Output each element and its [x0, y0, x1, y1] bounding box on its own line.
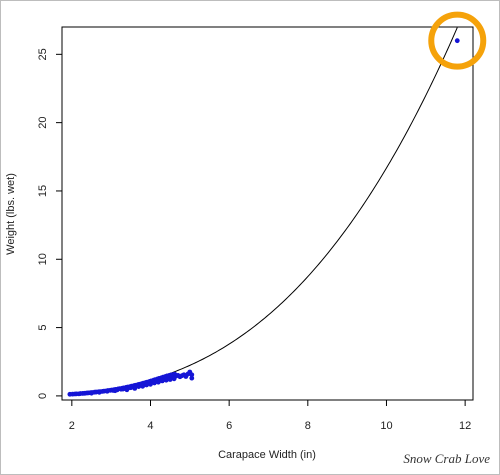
- data-point: [128, 385, 134, 391]
- data-point: [152, 380, 157, 386]
- x-tick-label: 10: [380, 420, 392, 432]
- x-tick-label: 6: [226, 420, 232, 432]
- x-tick-label: 8: [305, 420, 311, 432]
- data-point: [124, 387, 130, 393]
- data-point: [171, 376, 177, 382]
- x-tick-label: 2: [69, 420, 75, 432]
- data-point: [132, 385, 138, 391]
- fit-curve: [67, 27, 458, 395]
- data-point: [163, 377, 169, 383]
- data-point: [89, 390, 94, 396]
- y-tick-label: 10: [37, 253, 49, 265]
- data-point: [120, 386, 126, 392]
- data-point: [144, 382, 149, 388]
- plot-area-border: [61, 26, 474, 401]
- y-tick-label: 15: [37, 185, 49, 197]
- data-point: [140, 383, 146, 389]
- data-point: [136, 384, 142, 390]
- y-axis-title: Weight (lbs. wet): [5, 173, 17, 255]
- watermark-text: Snow Crab Love: [403, 451, 490, 466]
- data-point: [155, 379, 161, 385]
- data-point: [96, 389, 102, 395]
- y-tick-label: 5: [37, 325, 49, 331]
- y-tick-label: 20: [37, 117, 49, 129]
- y-axis: 0 5 10 15 20 25: [37, 48, 62, 399]
- data-point: [189, 372, 195, 378]
- highlight-ring: [428, 11, 487, 70]
- x-tick-label: 4: [147, 420, 153, 432]
- data-point: [454, 38, 460, 44]
- x-axis: 2 4 6 8 10 12: [69, 400, 471, 432]
- y-tick-label: 25: [37, 48, 49, 60]
- data-points: [67, 38, 460, 397]
- data-point: [167, 377, 173, 382]
- x-axis-title: Carapace Width (in): [218, 449, 316, 461]
- data-point: [148, 381, 153, 387]
- data-point: [104, 388, 110, 394]
- data-point: [112, 388, 118, 394]
- data-point: [159, 378, 165, 384]
- x-tick-label: 12: [459, 420, 471, 432]
- data-point: [189, 375, 195, 381]
- y-tick-label: 0: [37, 393, 49, 399]
